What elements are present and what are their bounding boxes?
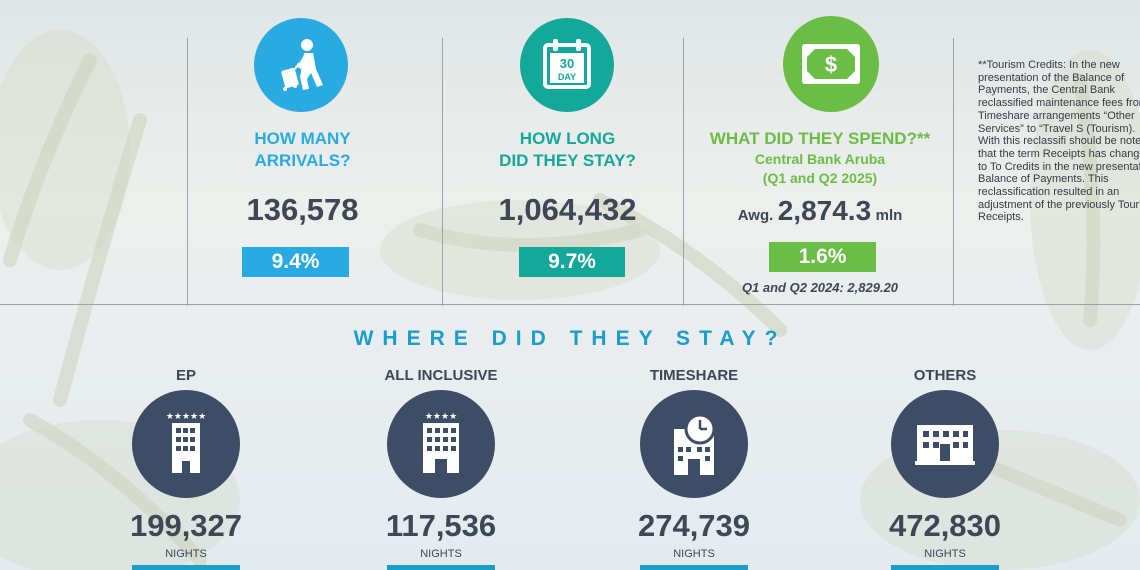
spend-value: 2,874.3 [777, 195, 872, 226]
spend-unit: mln [875, 207, 903, 224]
spend-amount: Awg. 2,874.3 mln [690, 195, 950, 227]
nights-label-all-inclusive: NIGHTS [420, 548, 462, 560]
nights-label-ep: NIGHTS [165, 548, 207, 560]
nights-value-timeshare: 274,739 [637, 508, 751, 543]
traveler-with-luggage-icon [254, 18, 348, 112]
stay-question-line2: DID THEY STAY? [499, 151, 636, 170]
spend-currency: Awg. [737, 207, 774, 224]
others-bar [891, 565, 999, 570]
stay-question-line1: HOW LONG [519, 129, 616, 148]
category-label-timeshare: TIMESHARE [649, 367, 739, 384]
apartment-building-icon [891, 390, 999, 498]
ep-bar [132, 565, 240, 570]
calendar-word: DAY [558, 72, 576, 82]
spend-question: WHAT DID THEY SPEND?** [709, 129, 931, 148]
spend-source: Central Bank Aruba (Q1 and Q2 2025) [690, 150, 950, 188]
spend-period: (Q1 and Q2 2025) [762, 170, 878, 186]
timeshare-building-clock-icon [640, 390, 748, 498]
stay-question: HOW LONG DID THEY STAY? [475, 128, 660, 172]
divider [953, 38, 954, 306]
footnote: **Tourism Credits: In the new presentati… [978, 59, 1140, 224]
divider [187, 38, 188, 306]
where-title: WHERE DID THEY STAY? [353, 327, 787, 350]
hotel-four-star-icon: ★★★★ [387, 390, 495, 498]
arrivals-question: HOW MANY ARRIVALS? [215, 128, 390, 172]
spend-source-name: Central Bank Aruba [754, 151, 886, 167]
spend-change-badge: 1.6% [769, 242, 876, 272]
nights-value-ep: 199,327 [129, 508, 243, 543]
dollar-bill-icon: $ [783, 16, 879, 112]
calendar-number: 30 [560, 56, 574, 71]
section-divider [0, 304, 1140, 305]
svg-text:★★★★: ★★★★ [425, 411, 457, 421]
category-label-others: OTHERS [913, 367, 977, 384]
timeshare-bar [640, 565, 748, 570]
dollar-sign: $ [825, 52, 837, 77]
divider [683, 38, 684, 306]
calendar-30-day-icon: 30 DAY [520, 18, 614, 112]
stay-change-badge: 9.7% [519, 247, 625, 277]
category-label-all-inclusive: ALL INCLUSIVE [384, 367, 498, 384]
nights-label-others: NIGHTS [924, 548, 966, 560]
hotel-five-star-icon: ★★★★★ [132, 390, 240, 498]
nights-value-others: 472,830 [888, 508, 1002, 543]
svg-text:★★★★★: ★★★★★ [166, 411, 206, 421]
arrivals-question-line1: HOW MANY [254, 129, 351, 148]
nights-label-timeshare: NIGHTS [673, 548, 715, 560]
arrivals-change-badge: 9.4% [242, 247, 349, 277]
spend-previous: Q1 and Q2 2024: 2,829.20 [741, 280, 899, 295]
all-inclusive-bar [387, 565, 495, 570]
stay-value: 1,064,432 [498, 192, 637, 227]
arrivals-value: 136,578 [246, 192, 359, 227]
category-label-ep: EP [175, 367, 196, 384]
divider [442, 38, 443, 306]
nights-value-all-inclusive: 117,536 [385, 508, 497, 543]
arrivals-question-line2: ARRIVALS? [254, 151, 351, 170]
